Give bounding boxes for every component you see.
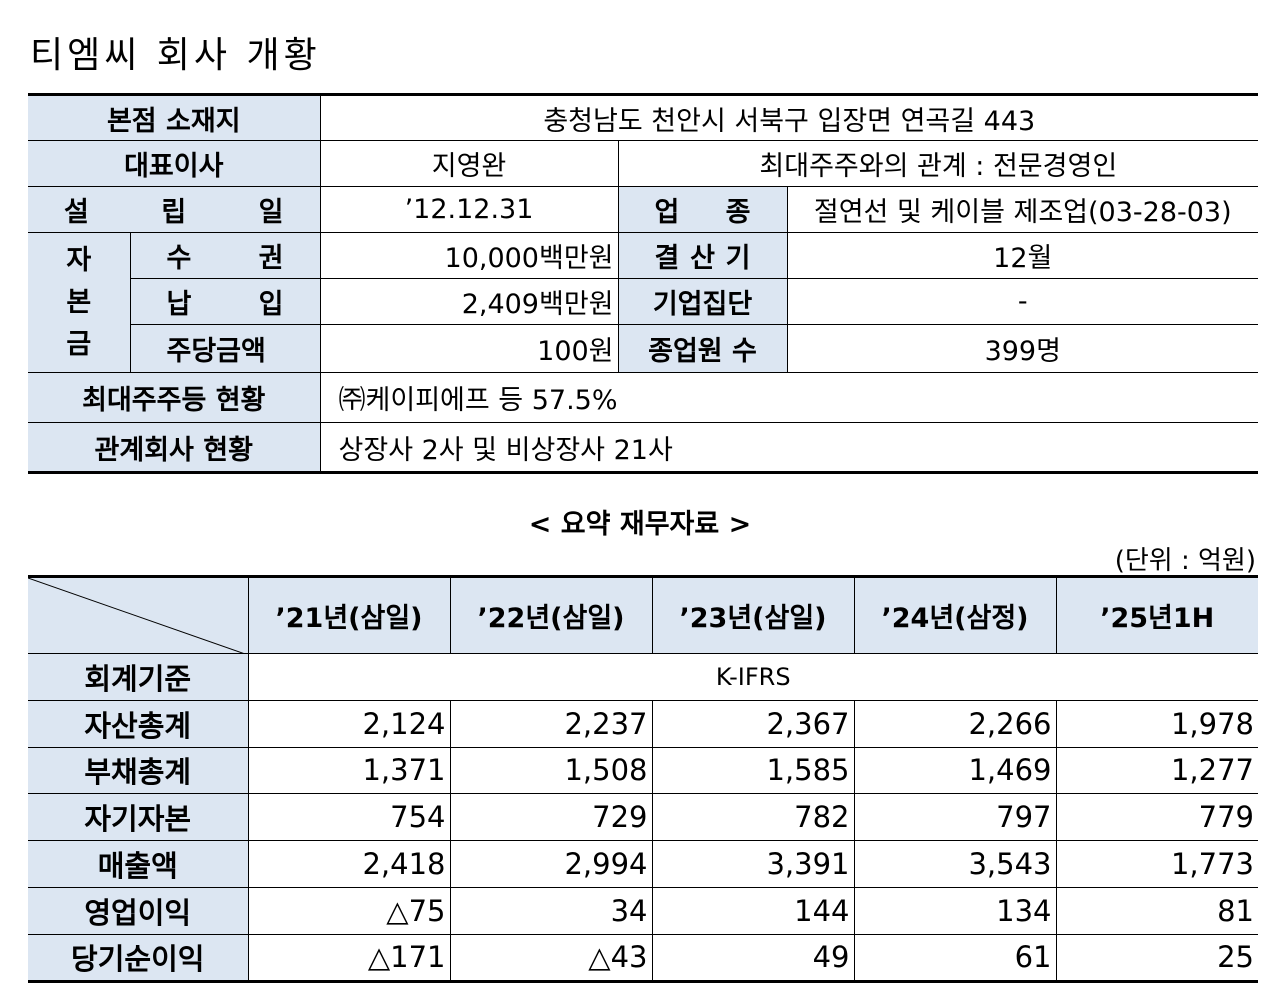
value-cell: 1,773 <box>1055 840 1258 888</box>
info-row: 설 립 일 ’12.12.31 업 종 절연선 및 케이블 제조업(03-28-… <box>28 186 1259 233</box>
row-label: 매출액 <box>28 840 249 888</box>
data-row: 당기순이익 △171 △43 49 61 25 <box>28 933 1258 983</box>
info-value: 충청남도 천안시 서북구 입장면 연곡길 443 <box>319 93 1259 141</box>
value-cell: 61 <box>853 933 1057 983</box>
value-cell: 1,371 <box>247 746 451 795</box>
value-cell: 2,418 <box>247 840 451 888</box>
column-header: ’23년(삼일) <box>651 575 855 654</box>
value-cell: 754 <box>247 793 451 842</box>
value-cell: 134 <box>853 886 1057 935</box>
value-cell: 782 <box>651 793 855 842</box>
data-row: 부채총계 1,371 1,508 1,585 1,469 1,277 <box>28 746 1258 795</box>
value-cell: 729 <box>449 793 653 842</box>
info-row: 납 입 2,409백만원 기업집단 - <box>28 278 1259 325</box>
info-row: 대표이사 지영완 최대주주와의 관계 : 전문경영인 <box>28 140 1259 187</box>
info-label: 주당금액 <box>129 324 321 373</box>
info-value: 절연선 및 케이블 제조업(03-28-03) <box>786 186 1259 233</box>
standard-value: K-IFRS <box>247 653 1258 701</box>
info-row: 관계회사 현황 상장사 2사 및 비상장사 21사 <box>28 422 1259 474</box>
capital-label: 자본금 <box>66 244 92 360</box>
info-label: 최대주주등 현황 <box>28 372 321 423</box>
value-cell: △43 <box>449 933 653 983</box>
value-cell: 1,585 <box>651 746 855 795</box>
info-value: - <box>786 278 1259 325</box>
data-row: 자기자본 754 729 782 797 779 <box>28 793 1258 842</box>
info-label: 업 종 <box>617 186 788 233</box>
value-cell: 25 <box>1055 933 1258 983</box>
info-value: 12월 <box>786 232 1259 279</box>
value-cell: 1,469 <box>853 746 1057 795</box>
value-cell: 2,124 <box>247 699 451 748</box>
page-title: 티엠씨 회사 개황 <box>30 35 321 76</box>
value-cell: 3,391 <box>651 840 855 888</box>
unit-note: (단위 : 억원) <box>1114 546 1256 576</box>
diagonal <box>30 579 243 653</box>
value-cell: 2,367 <box>651 699 855 748</box>
value-cell: 34 <box>449 886 653 935</box>
info-row: 자본금 수 권 10,000백만원 결 산 기 12월 <box>28 232 1259 373</box>
column-header: ’21년(삼일) <box>247 575 451 654</box>
value-cell: 1,978 <box>1055 699 1258 748</box>
info-label: 관계회사 현황 <box>28 422 321 474</box>
column-header: ’25년1H <box>1055 575 1258 654</box>
value-cell: 81 <box>1055 886 1258 935</box>
row-label: 부채총계 <box>28 746 249 795</box>
financials-body: ’21년(삼일) ’22년(삼일) ’23년(삼일) ’24년(삼정) ’25년1H 회계… <box>28 575 1258 983</box>
info-row: 최대주주등 현황 ㈜케이피에프 등 57.5% <box>28 372 1259 423</box>
value-cell: △171 <box>247 933 451 983</box>
info-value: ’12.12.31 <box>319 186 619 233</box>
column-header: ’22년(삼일) <box>449 575 653 654</box>
value-cell: 2,237 <box>449 699 653 748</box>
value-cell: 2,266 <box>853 699 1057 748</box>
value-cell: 144 <box>651 886 855 935</box>
row-label: 당기순이익 <box>28 933 249 983</box>
info-label: 설 립 일 <box>28 186 321 233</box>
data-row: 영업이익 △75 34 144 134 81 <box>28 886 1258 935</box>
row-label: 영업이익 <box>28 886 249 935</box>
info-value: 399명 <box>786 324 1259 373</box>
value-cell: 2,994 <box>449 840 653 888</box>
value-cell: △75 <box>247 886 451 935</box>
value-cell: 49 <box>651 933 855 983</box>
info-value: 100원 <box>319 324 619 373</box>
info-group-label: 자본금 <box>28 232 131 373</box>
info-value: 상장사 2사 및 비상장사 21사 <box>319 422 1259 474</box>
data-row: 자산총계 2,124 2,237 2,367 2,266 1,978 <box>28 699 1258 748</box>
info-label: 수 권 <box>129 232 321 279</box>
info-label: 본점 소재지 <box>28 93 321 141</box>
row-label: 자산총계 <box>28 699 249 748</box>
info-value: ㈜케이피에프 등 57.5% <box>319 372 1259 423</box>
value-cell: 779 <box>1055 793 1258 842</box>
header-row: ’21년(삼일) ’22년(삼일) ’23년(삼일) ’24년(삼정) ’25년1H <box>28 575 1258 654</box>
info-row: 본점 소재지 충청남도 천안시 서북구 입장면 연곡길 443 <box>28 93 1259 141</box>
value-cell: 3,543 <box>853 840 1057 888</box>
value-cell: 797 <box>853 793 1057 842</box>
info-row: 주당금액 100원 종업원 수 399명 <box>28 324 1259 373</box>
corner-cell <box>28 575 249 654</box>
section-title: < 요약 재무자료 > <box>528 509 752 540</box>
info-value: 2,409백만원 <box>319 278 619 325</box>
column-header: ’24년(삼정) <box>853 575 1057 654</box>
info-label: 납 입 <box>129 278 321 325</box>
info-value: 10,000백만원 <box>319 232 619 279</box>
financials-table: ’21년(삼일) ’22년(삼일) ’23년(삼일) ’24년(삼정) ’25년1H 회계… <box>28 575 1258 983</box>
company-info-table: 본점 소재지 충청남도 천안시 서북구 입장면 연곡길 443 대표이사 지영완… <box>28 93 1259 474</box>
standard-row: 회계기준 K-IFRS <box>28 653 1258 701</box>
data-row: 매출액 2,418 2,994 3,391 3,543 1,773 <box>28 840 1258 888</box>
info-label: 결 산 기 <box>617 232 788 279</box>
value-cell: 1,508 <box>449 746 653 795</box>
row-label: 회계기준 <box>28 653 249 701</box>
info-value: 최대주주와의 관계 : 전문경영인 <box>617 140 1259 187</box>
row-label: 자기자본 <box>28 793 249 842</box>
info-value: 지영완 <box>319 140 619 187</box>
info-label: 종업원 수 <box>617 324 788 373</box>
info-label: 대표이사 <box>28 140 321 187</box>
value-cell: 1,277 <box>1055 746 1258 795</box>
info-label: 기업집단 <box>617 278 788 325</box>
